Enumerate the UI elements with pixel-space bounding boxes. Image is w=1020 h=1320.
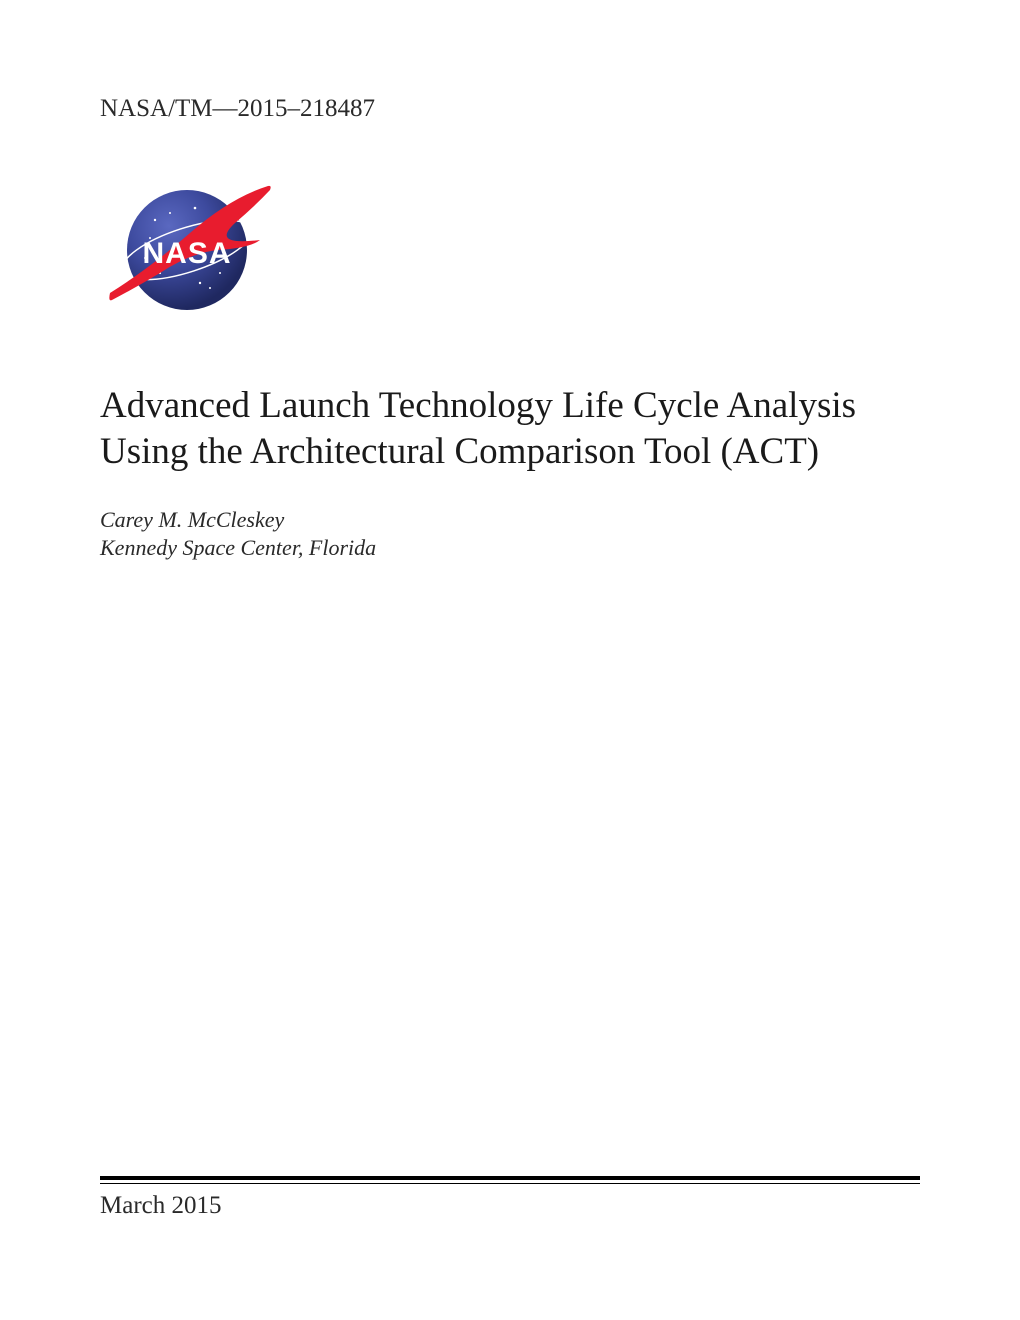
page-container: NASA/TM—2015–218487	[0, 0, 1020, 1320]
author-affiliation: Kennedy Space Center, Florida	[100, 534, 920, 563]
title-section: Advanced Launch Technology Life Cycle An…	[100, 383, 920, 476]
author-section: Carey M. McCleskey Kennedy Space Center,…	[100, 506, 920, 563]
nasa-logo-icon: NASA	[100, 178, 275, 323]
author-name: Carey M. McCleskey	[100, 506, 920, 535]
logo-container: NASA	[100, 178, 920, 323]
document-title: Advanced Launch Technology Life Cycle An…	[100, 383, 920, 476]
divider-thin	[100, 1183, 920, 1184]
divider-thick	[100, 1176, 920, 1180]
report-number: NASA/TM—2015–218487	[100, 95, 920, 123]
svg-text:NASA: NASA	[142, 237, 231, 270]
footer-section: March 2015	[100, 1176, 920, 1220]
publication-date: March 2015	[100, 1192, 920, 1220]
